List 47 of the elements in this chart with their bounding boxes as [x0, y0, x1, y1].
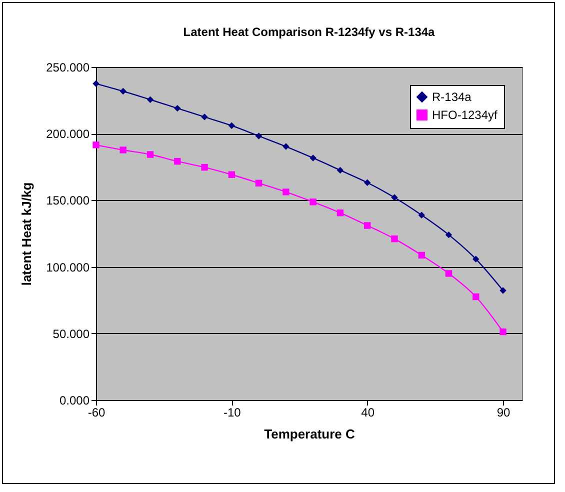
- point: [282, 143, 290, 150]
- point: [418, 252, 425, 259]
- point: [391, 235, 398, 242]
- point: [336, 210, 344, 216]
- legend-label: R-134a: [432, 90, 472, 104]
- point: [92, 142, 100, 148]
- x-tick-label: 90: [496, 406, 510, 420]
- point: [391, 194, 398, 201]
- point: [364, 222, 371, 229]
- point: [472, 293, 480, 300]
- point: [445, 270, 452, 277]
- chart-title: Latent Heat Comparison R-1234fy vs R-134a: [183, 25, 436, 39]
- point: [500, 328, 506, 336]
- point: [201, 114, 208, 120]
- point: [120, 88, 126, 95]
- point: [310, 154, 316, 162]
- point: [146, 96, 154, 103]
- y-tick-label: 200.000: [46, 127, 90, 142]
- y-tick-label: 50.000: [52, 326, 90, 341]
- point: [255, 132, 262, 140]
- y-tick-label: 100.000: [46, 260, 90, 274]
- y-tick-label: 0.000: [59, 394, 90, 408]
- point: [364, 179, 371, 186]
- point: [282, 188, 290, 196]
- legend-label: HFO-1234yf: [432, 108, 498, 122]
- point: [255, 180, 262, 187]
- point: [174, 104, 181, 112]
- point: [146, 151, 154, 158]
- y-tick-label: 250.000: [46, 60, 90, 74]
- x-axis-title: Temperature C: [264, 426, 356, 442]
- point: [445, 231, 452, 238]
- point: [92, 80, 100, 88]
- point: [228, 122, 236, 129]
- point: [418, 212, 425, 218]
- point: [472, 256, 480, 262]
- x-tick-label: 40: [361, 406, 375, 420]
- point: [174, 158, 181, 165]
- y-axis-title: latent Heat kJ/kg: [19, 182, 34, 286]
- x-tick-label: -60: [88, 406, 106, 420]
- point: [228, 171, 236, 178]
- point: [310, 198, 316, 206]
- point: [500, 287, 506, 294]
- y-tick-label: 150.000: [46, 194, 90, 208]
- point: [120, 146, 126, 154]
- point: [201, 164, 208, 171]
- x-tick-label: -10: [223, 406, 242, 420]
- point: [336, 166, 344, 174]
